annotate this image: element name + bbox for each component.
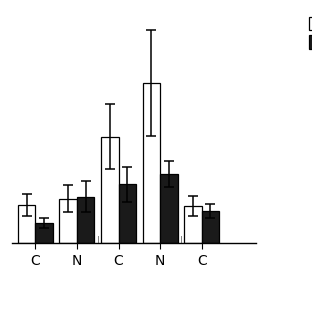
Bar bbox=[160, 174, 178, 243]
Bar bbox=[184, 206, 202, 243]
Bar bbox=[202, 211, 219, 243]
Bar bbox=[35, 223, 53, 243]
Bar bbox=[143, 83, 160, 243]
Legend: 0-0, 0.5: 0-0, 0.5 bbox=[308, 16, 312, 51]
Bar bbox=[60, 199, 77, 243]
Bar bbox=[101, 137, 119, 243]
Bar bbox=[119, 184, 136, 243]
Bar bbox=[18, 205, 35, 243]
Bar bbox=[77, 197, 95, 243]
